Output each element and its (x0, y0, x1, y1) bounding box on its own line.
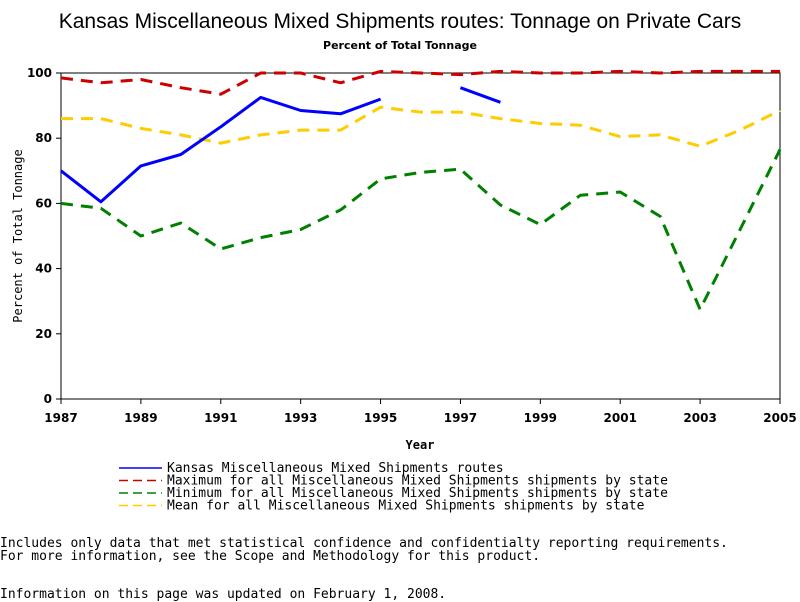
legend-entry: Kansas Miscellaneous Mixed Shipments rou… (167, 461, 504, 476)
confidentiality-note: Includes only data that met statistical … (0, 536, 728, 551)
series-segment (60, 69, 780, 96)
y-tick-label: 80 (35, 131, 52, 145)
series-segment (60, 148, 782, 311)
y-axis-label: Percent of Total Tonnage (11, 149, 25, 322)
x-tick-label: 1991 (204, 411, 237, 425)
x-tick-label: 2001 (604, 411, 637, 425)
legend-entry: Minimum for all Miscellaneous Mixed Ship… (167, 486, 668, 501)
x-axis: 1987 1989 1991 1993 1995 1997 1999 2001 2003 2005 (44, 399, 797, 425)
x-tick-label: 1987 (44, 411, 77, 425)
series-segment (60, 95, 382, 204)
methodology-note: For more information, see the Scope and … (0, 549, 541, 564)
x-axis-label: Year (406, 438, 435, 452)
series-1-line (60, 69, 780, 96)
x-tick-label: 2003 (683, 411, 716, 425)
legend-entry: Mean for all Miscellaneous Mixed Shipmen… (167, 499, 645, 514)
update-note: Information on this page was updated on … (0, 587, 447, 602)
plot-frame (60, 72, 781, 400)
series-segment (459, 86, 501, 104)
y-tick-label: 40 (35, 262, 52, 276)
legend-entry: Maximum for all Miscellaneous Mixed Ship… (167, 474, 668, 489)
x-tick-label: 1989 (124, 411, 157, 425)
series-3-line (61, 105, 781, 148)
y-tick-label: 0 (44, 392, 52, 406)
y-tick-label: 20 (35, 327, 52, 341)
y-tick-label: 60 (35, 196, 52, 210)
y-tick-label: 100 (27, 66, 52, 80)
chart-title: Kansas Miscellaneous Mixed Shipments rou… (59, 10, 741, 33)
x-tick-label: 1995 (364, 411, 397, 425)
legend: Kansas Miscellaneous Mixed Shipments rou… (119, 461, 668, 514)
y-axis: 0 20 40 60 80 100 (27, 66, 61, 406)
series-2-line (60, 148, 782, 311)
x-tick-label: 1997 (444, 411, 477, 425)
x-tick-label: 1993 (284, 411, 317, 425)
x-tick-label: 1999 (524, 411, 557, 425)
chart-subtitle: Percent of Total Tonnage (323, 39, 477, 52)
series-segment (61, 105, 781, 148)
series-layer (60, 69, 782, 311)
x-tick-label: 2005 (763, 411, 796, 425)
series-0-line (60, 86, 501, 204)
